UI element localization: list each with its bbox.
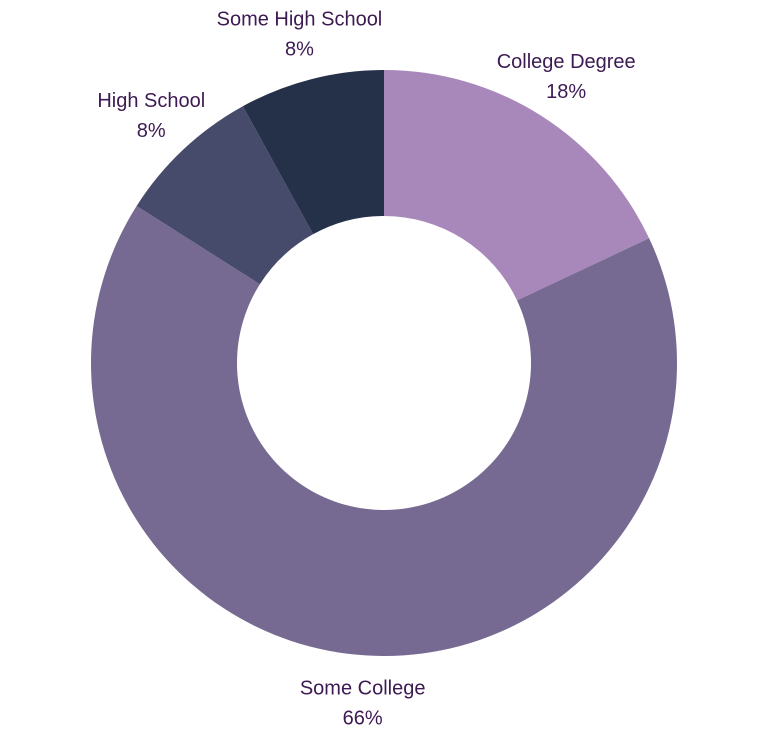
slice-high-school: [136, 106, 314, 285]
labels-group: College Degree 18% Some College 66% High Sch…: [97, 9, 635, 730]
slice-value-some-college: 66%: [343, 707, 383, 729]
slice-some-college: [90, 206, 677, 657]
slice-label-college-degree: College Degree: [497, 51, 636, 73]
slice-college-degree: [384, 70, 650, 301]
slice-value-high-school: 8%: [137, 120, 166, 142]
slice-value-college-degree: 18%: [546, 81, 586, 103]
slices-group: [90, 70, 677, 657]
slice-value-some-high-school: 8%: [285, 39, 314, 61]
slice-label-high-school: High School: [97, 90, 205, 112]
slice-label-some-college: Some College: [300, 677, 426, 699]
slice-label-some-high-school: Some High School: [217, 9, 383, 31]
slice-some-high-school: [242, 70, 384, 235]
